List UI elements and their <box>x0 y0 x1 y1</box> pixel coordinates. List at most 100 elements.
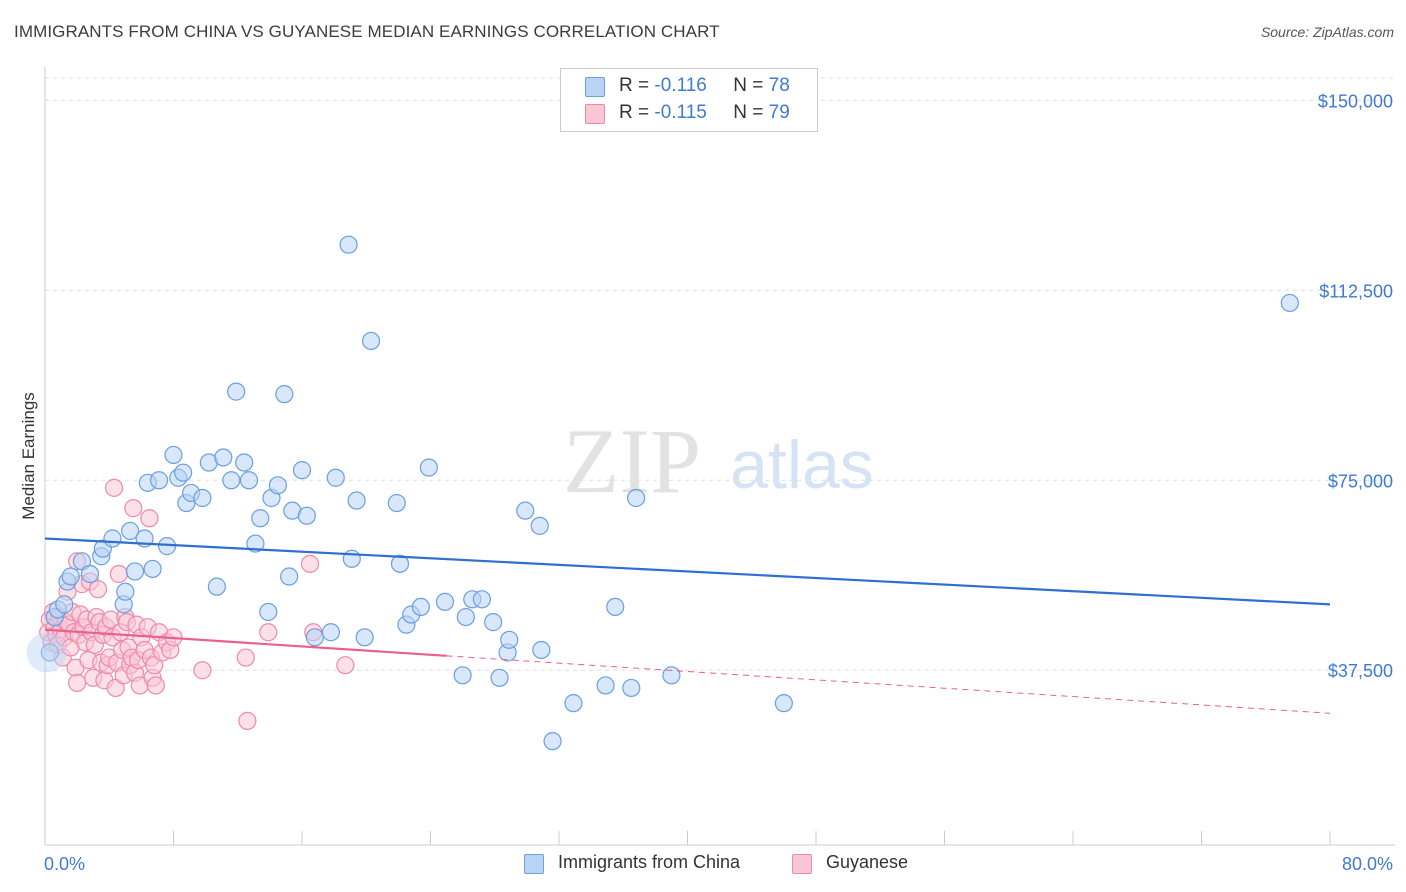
china-point <box>121 521 140 541</box>
guyanese-point <box>336 656 355 675</box>
legend-swatch-guyanese <box>585 104 605 124</box>
source-label: Source: ZipAtlas.com <box>1260 24 1394 40</box>
guyanese-point <box>104 478 124 497</box>
china-point <box>268 476 288 495</box>
china-point <box>40 643 59 662</box>
china-point <box>516 501 535 520</box>
china-point <box>411 597 430 617</box>
china-point <box>453 666 472 685</box>
china-point <box>543 732 562 751</box>
china-point <box>297 506 316 525</box>
tick-labels: $37,500 $75,000 $112,500 $150,000 0.0% 80.0% <box>44 91 1393 874</box>
china-point <box>532 640 551 660</box>
china-point <box>239 471 259 490</box>
china-point <box>606 597 625 617</box>
china-point <box>61 567 80 586</box>
china-point <box>235 453 254 472</box>
china-point <box>227 382 246 401</box>
china-point <box>596 676 615 695</box>
y-axis-label: Median Earnings <box>19 392 38 520</box>
legend-n-label: N = <box>733 75 764 96</box>
legend-n-value-guyanese: 79 <box>768 102 790 123</box>
china-point <box>275 385 294 404</box>
china-point <box>174 463 193 482</box>
china-point <box>339 235 358 254</box>
china-point-cluster <box>26 632 67 673</box>
china-point <box>387 493 406 513</box>
x-tick-label-max: 80.0% <box>1342 854 1393 874</box>
trend-lines <box>44 537 1331 714</box>
china-point <box>103 529 122 548</box>
china-point <box>500 630 519 649</box>
guyanese-point <box>124 499 143 518</box>
guyanese-point <box>140 509 159 528</box>
guyanese-point <box>259 623 278 642</box>
china-point <box>259 602 278 622</box>
china-point <box>251 509 270 528</box>
china-point <box>193 488 212 508</box>
china-point <box>564 694 583 713</box>
china-point <box>246 534 265 553</box>
china-point <box>361 331 381 351</box>
zipatlas-watermark: ZIP atlas <box>563 410 874 512</box>
guyanese-point <box>193 661 212 680</box>
china-point <box>774 694 793 713</box>
guyanese-point <box>236 648 255 667</box>
legend-n-value-china: 78 <box>768 75 790 96</box>
china-point <box>342 549 361 568</box>
bottom-legend-label-guyanese: Guyanese <box>826 852 909 872</box>
china-point <box>55 595 74 614</box>
guyanese-point <box>68 673 87 692</box>
y-tick-label: $75,000 <box>1328 471 1393 491</box>
guyanese-point <box>88 580 108 599</box>
china-point <box>626 488 646 508</box>
y-tick-label: $37,500 <box>1328 661 1393 681</box>
china-point <box>80 564 100 584</box>
legend-r-value-china: -0.116 <box>654 75 707 96</box>
china-point <box>326 468 345 487</box>
china-point <box>214 448 233 467</box>
y-tick-label: $112,500 <box>1319 281 1393 301</box>
legend-r-label: R = <box>619 75 650 96</box>
guyanese-point <box>146 676 165 695</box>
china-point <box>125 562 145 581</box>
gridlines <box>45 77 1395 671</box>
guyanese-point <box>238 711 257 730</box>
china-point <box>530 516 549 535</box>
axes <box>44 67 1395 846</box>
china-point <box>149 471 169 490</box>
china-trend-line <box>44 537 1331 606</box>
china-point <box>662 666 681 685</box>
china-point <box>321 623 341 642</box>
correlation-legend: R = -0.116 N = 78 R = -0.115 N = 79 <box>560 68 818 132</box>
bottom-legend-swatch-guyanese <box>792 854 812 874</box>
x-tick-label-min: 0.0% <box>44 854 85 874</box>
guyanese-trend-line-extension <box>446 655 1331 714</box>
china-point <box>484 613 503 632</box>
bottom-legend-swatch-china <box>524 854 544 874</box>
guyanese-point <box>300 554 320 573</box>
china-point <box>207 577 226 596</box>
guyanese-point <box>109 564 128 584</box>
china-point <box>355 628 374 647</box>
china-points <box>26 235 1299 751</box>
china-point <box>435 592 455 611</box>
china-point <box>472 590 491 609</box>
china-point <box>164 445 183 465</box>
china-point <box>456 607 475 627</box>
legend-n-label: N = <box>733 102 764 123</box>
chart-title: IMMIGRANTS FROM CHINA VS GUYANESE MEDIAN… <box>14 22 720 41</box>
china-point <box>143 559 162 579</box>
china-point <box>622 678 641 698</box>
y-tick-label: $150,000 <box>1318 91 1393 111</box>
china-point <box>490 668 509 687</box>
legend-r-value-guyanese: -0.115 <box>654 102 707 123</box>
legend-swatch-china <box>585 77 605 97</box>
china-point <box>419 458 438 477</box>
legend-r-label: R = <box>619 102 650 123</box>
bottom-legend-label-china: Immigrants from China <box>558 852 741 872</box>
china-point <box>280 567 299 586</box>
china-point <box>292 461 312 480</box>
china-point <box>305 628 324 647</box>
